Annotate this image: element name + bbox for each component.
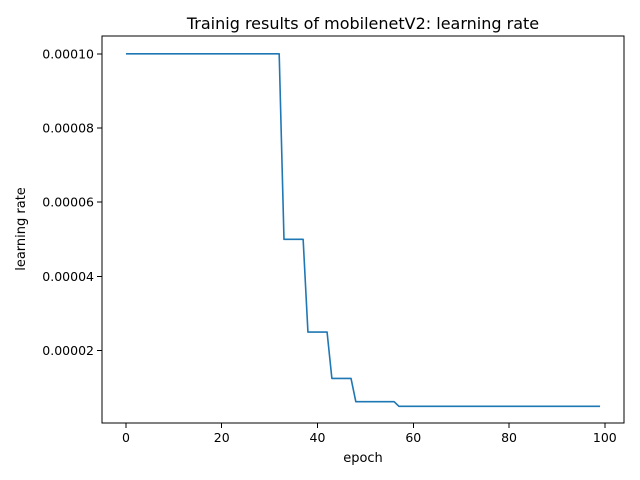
x-tick-label: 100 xyxy=(593,430,617,445)
x-tick-label: 0 xyxy=(122,430,130,445)
y-tick-label: 0.00006 xyxy=(42,195,94,210)
y-tick-label: 0.00008 xyxy=(42,121,94,136)
x-tick-label: 40 xyxy=(310,430,326,445)
y-axis: 0.00002 0.00004 0.00006 0.00008 0.00010 xyxy=(42,46,102,358)
series-layer xyxy=(125,53,601,408)
x-tick-label: 60 xyxy=(405,430,421,445)
y-tick-label: 0.00010 xyxy=(42,46,94,61)
y-tick-label: 0.00004 xyxy=(42,269,94,284)
x-tick-label: 80 xyxy=(501,430,517,445)
x-tick-label: 20 xyxy=(214,430,230,445)
series-line-0 xyxy=(125,53,601,408)
y-axis-label: learning rate xyxy=(14,187,29,271)
x-axis-label: epoch xyxy=(343,451,383,466)
y-tick-label: 0.00002 xyxy=(42,343,94,358)
x-axis: 0 20 40 60 80 100 xyxy=(122,423,617,445)
plot-frame xyxy=(101,35,625,424)
chart-title: Trainig results of mobilenetV2: learning… xyxy=(186,14,539,33)
